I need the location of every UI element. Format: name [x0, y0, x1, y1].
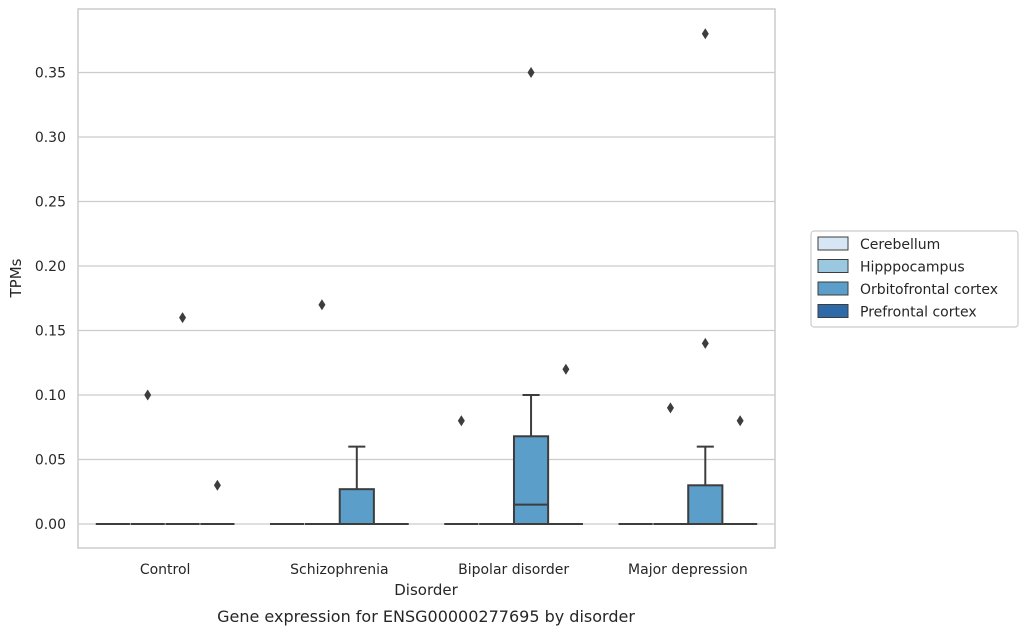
y-tick-label: 0.25 — [35, 195, 66, 211]
y-axis-label: TPMs — [7, 258, 25, 298]
y-tick-label: 0.10 — [35, 388, 66, 404]
chart-caption: Gene expression for ENSG00000277695 by d… — [217, 607, 635, 626]
outlier-point — [179, 312, 187, 324]
box-cerebellum — [444, 415, 479, 525]
box-iqr — [512, 435, 550, 525]
outlier-point — [213, 479, 221, 491]
box-hipppocampus — [653, 402, 688, 525]
box-orbitofrontal-cortex — [512, 67, 550, 525]
outlier-point — [144, 389, 152, 401]
y-tick-label: 0.00 — [35, 517, 66, 533]
legend-label: Hipppocampus — [860, 260, 965, 276]
box-orbitofrontal-cortex — [338, 445, 375, 526]
legend-swatch — [817, 259, 849, 273]
box-orbitofrontal-cortex — [687, 28, 724, 525]
x-tick-labels: Control Schizophrenia Bipolar disorder Majo… — [140, 562, 748, 578]
y-tick-label: 0.20 — [35, 259, 66, 275]
box-orbitofrontal-cortex — [165, 312, 200, 525]
plot-border — [77, 8, 776, 549]
legend-label: Orbitofrontal cortex — [860, 282, 998, 298]
y-tick-labels: 0.00 0.05 0.10 0.15 0.20 0.25 0.30 0.35 — [35, 66, 66, 534]
box-iqr — [687, 484, 724, 525]
outlier-point — [666, 402, 674, 414]
grid-lines — [78, 71, 775, 525]
legend-swatch — [817, 304, 849, 318]
x-tick-label: Control — [140, 562, 191, 578]
legend: Cerebellum Hipppocampus Orbitofrontal cort… — [810, 230, 1019, 328]
outlier-point — [701, 337, 709, 349]
x-axis-label: Disorder — [394, 581, 458, 599]
x-tick-label: Major depression — [628, 562, 748, 578]
box-plots — [95, 28, 758, 526]
y-tick-label: 0.35 — [35, 66, 66, 82]
y-tick-label: 0.15 — [35, 324, 66, 340]
outlier-point — [457, 415, 465, 427]
legend-label: Prefrontal cortex — [860, 305, 977, 321]
box-prefrontal-cortex — [548, 363, 583, 525]
legend-box — [810, 230, 1019, 328]
box-prefrontal-cortex — [723, 415, 758, 525]
box-prefrontal-cortex — [200, 479, 235, 525]
box-hipppocampus — [130, 389, 165, 525]
outlier-point — [701, 28, 709, 40]
box-iqr — [338, 488, 375, 526]
y-tick-label: 0.05 — [35, 453, 66, 469]
plot-frame — [77, 8, 776, 549]
outlier-point — [562, 363, 570, 375]
x-tick-label: Bipolar disorder — [458, 562, 569, 578]
box-hipppocampus — [304, 299, 340, 525]
y-tick-label: 0.30 — [35, 130, 66, 146]
legend-swatch — [817, 281, 849, 296]
outlier-point — [736, 415, 744, 427]
legend-swatch — [817, 236, 849, 251]
outlier-point — [318, 299, 326, 311]
legend-label: Cerebellum — [860, 237, 940, 253]
x-tick-label: Schizophrenia — [290, 562, 388, 578]
outlier-point — [527, 67, 535, 78]
